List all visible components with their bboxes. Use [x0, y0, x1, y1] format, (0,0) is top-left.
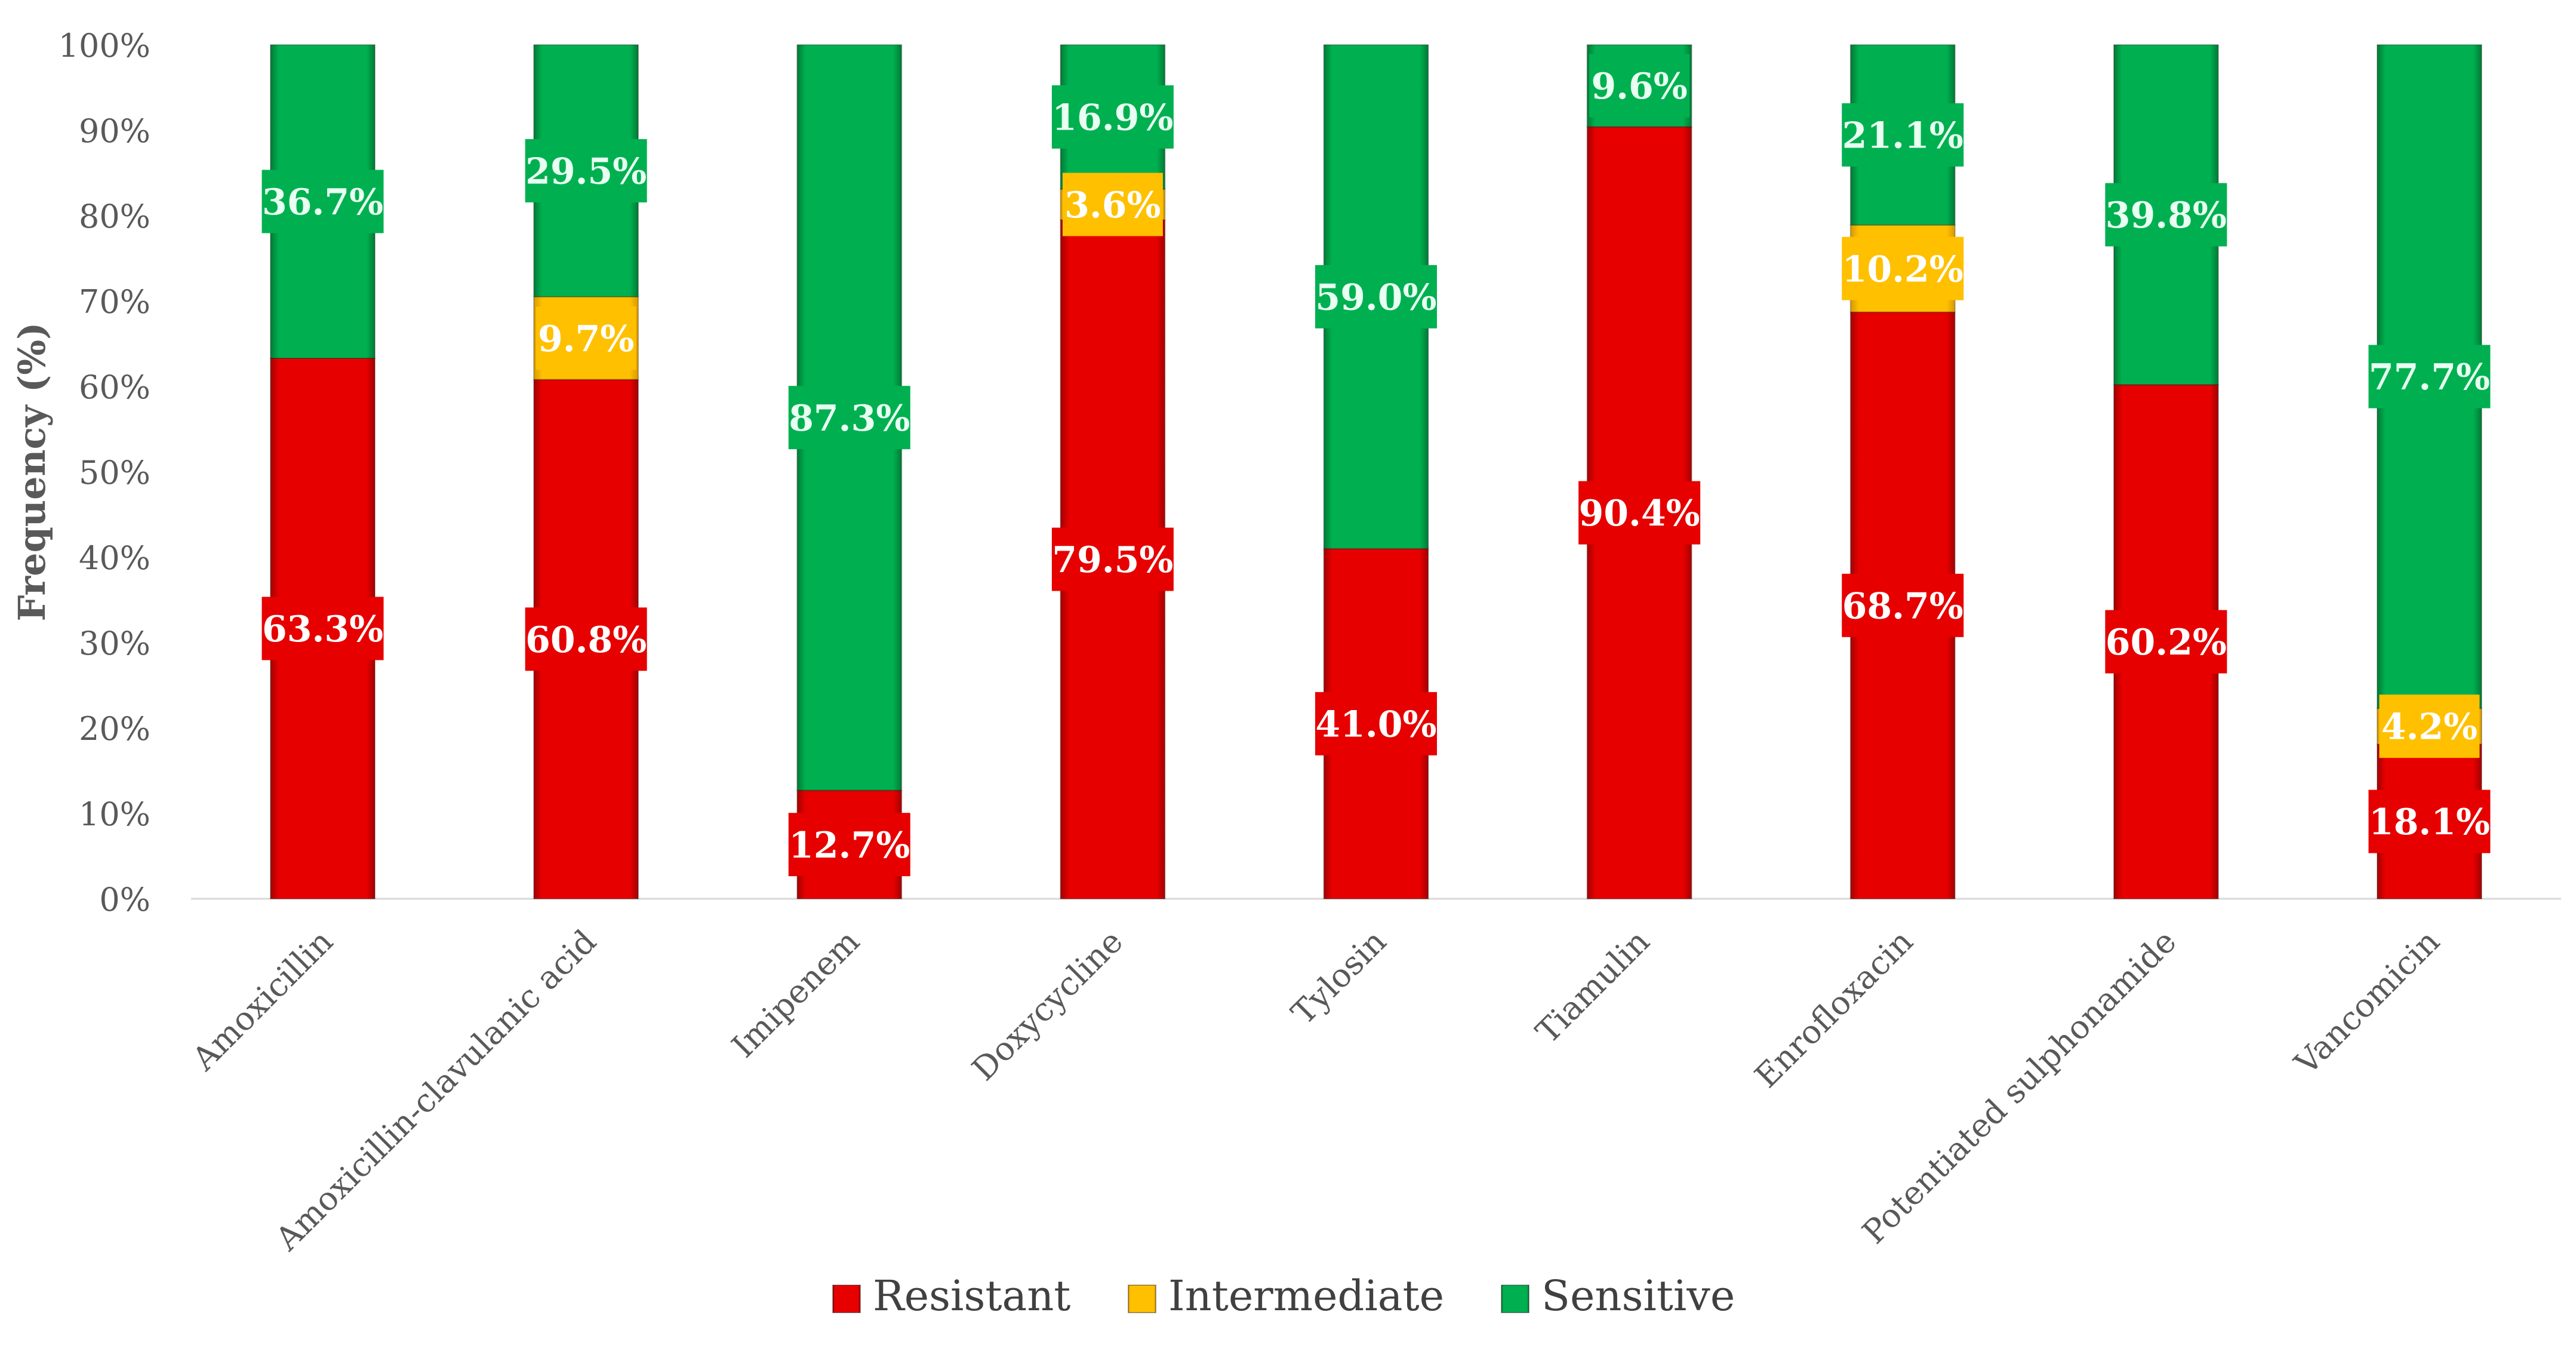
- data-label-box: [2105, 183, 2227, 247]
- data-label-box: [535, 306, 636, 370]
- y-tick-label: 40%: [79, 539, 150, 577]
- y-tick-label: 10%: [79, 795, 150, 833]
- legend-label-sensitive: Sensitive: [1541, 1271, 1735, 1320]
- y-tick-label: 70%: [79, 283, 150, 321]
- data-label-box: [2105, 610, 2227, 674]
- data-label-box: [261, 170, 384, 233]
- data-label-box: [525, 139, 647, 202]
- data-label-box: [1842, 573, 1964, 637]
- data-label: 10.2%: [1842, 248, 1963, 290]
- data-label-box: [261, 597, 384, 660]
- legend-swatch-sensitive: [1501, 1285, 1529, 1313]
- x-tick-label: Vancomicin: [2287, 923, 2447, 1083]
- data-label: 63.3%: [262, 609, 383, 650]
- data-label-box: [1842, 236, 1964, 300]
- legend-swatch-resistant: [832, 1285, 861, 1313]
- legend: Resistant Intermediate Sensitive: [832, 1271, 1735, 1320]
- data-label: 87.3%: [789, 398, 910, 440]
- y-tick-label: 60%: [79, 368, 150, 406]
- data-label: 21.1%: [1842, 115, 1963, 156]
- data-label: 68.7%: [1842, 585, 1963, 627]
- y-tick-label: 0%: [99, 881, 150, 918]
- x-tick-label: Imipenem: [724, 923, 866, 1065]
- data-label-box: [1842, 103, 1964, 167]
- legend-swatch-intermediate: [1128, 1285, 1156, 1313]
- data-label: 36.7%: [262, 182, 383, 223]
- legend-label-resistant: Resistant: [873, 1271, 1070, 1320]
- x-tick-label: Tiamulin: [1528, 923, 1657, 1051]
- data-label-box: [1062, 173, 1163, 236]
- y-tick-label: 30%: [79, 625, 150, 662]
- data-label: 9.6%: [1591, 66, 1687, 107]
- data-label: 77.7%: [2369, 357, 2490, 398]
- x-tick-label: Amoxicillin-clavulanic acid: [268, 923, 604, 1258]
- data-label-box: [1051, 527, 1174, 591]
- x-tick-label: Amoxicillin: [184, 923, 340, 1079]
- data-label: 60.2%: [2106, 622, 2227, 663]
- data-label-box: [788, 813, 910, 877]
- x-tick-label: Tylosin: [1284, 923, 1393, 1032]
- data-label-box: [2368, 789, 2491, 853]
- data-label: 60.8%: [525, 619, 647, 661]
- x-tick-label: Potentiated sulphonamide: [1855, 923, 2183, 1251]
- data-label-box: [1051, 85, 1174, 149]
- data-label-box: [2368, 345, 2491, 408]
- data-label-box: [1589, 54, 1690, 118]
- y-tick-label: 50%: [79, 454, 150, 491]
- y-tick-label: 20%: [79, 710, 150, 748]
- data-label: 79.5%: [1052, 539, 1173, 581]
- data-label: 12.7%: [789, 825, 910, 867]
- data-label: 59.0%: [1315, 276, 1436, 318]
- x-tick-label: Doxycycline: [965, 923, 1130, 1088]
- data-label: 16.9%: [1052, 97, 1173, 139]
- data-label: 41.0%: [1315, 703, 1436, 745]
- data-label-box: [525, 607, 647, 671]
- data-label-box: [788, 386, 910, 450]
- y-axis-title: Frequency (%): [10, 322, 54, 622]
- data-label-box: [1315, 265, 1437, 328]
- y-tick-label: 90%: [79, 112, 150, 150]
- y-tick-label: 100%: [59, 27, 150, 64]
- data-label-box: [2379, 695, 2480, 758]
- y-tick-label: 80%: [79, 198, 150, 235]
- data-label: 4.2%: [2381, 706, 2477, 748]
- x-tick-label: Enrofloxacin: [1747, 923, 1920, 1095]
- data-label: 39.8%: [2106, 195, 2227, 236]
- data-label: 3.6%: [1064, 185, 1161, 226]
- axes: 0% 10% 20% 30% 40% 50% 60% 70% 80% 90% 100%: [59, 27, 2561, 918]
- data-label: 29.5%: [525, 151, 647, 193]
- data-label: 18.1%: [2369, 801, 2490, 843]
- legend-label-intermediate: Intermediate: [1168, 1271, 1444, 1320]
- data-label-box: [1315, 692, 1437, 755]
- data-label: 90.4%: [1579, 493, 1700, 534]
- data-labels: 63.3% 36.7% 60.8% 9.7% 29.5% 12.7% 87.3% 79.5% 3…: [261, 54, 2491, 877]
- data-label: 9.7%: [538, 318, 634, 360]
- data-label-box: [1578, 481, 1701, 545]
